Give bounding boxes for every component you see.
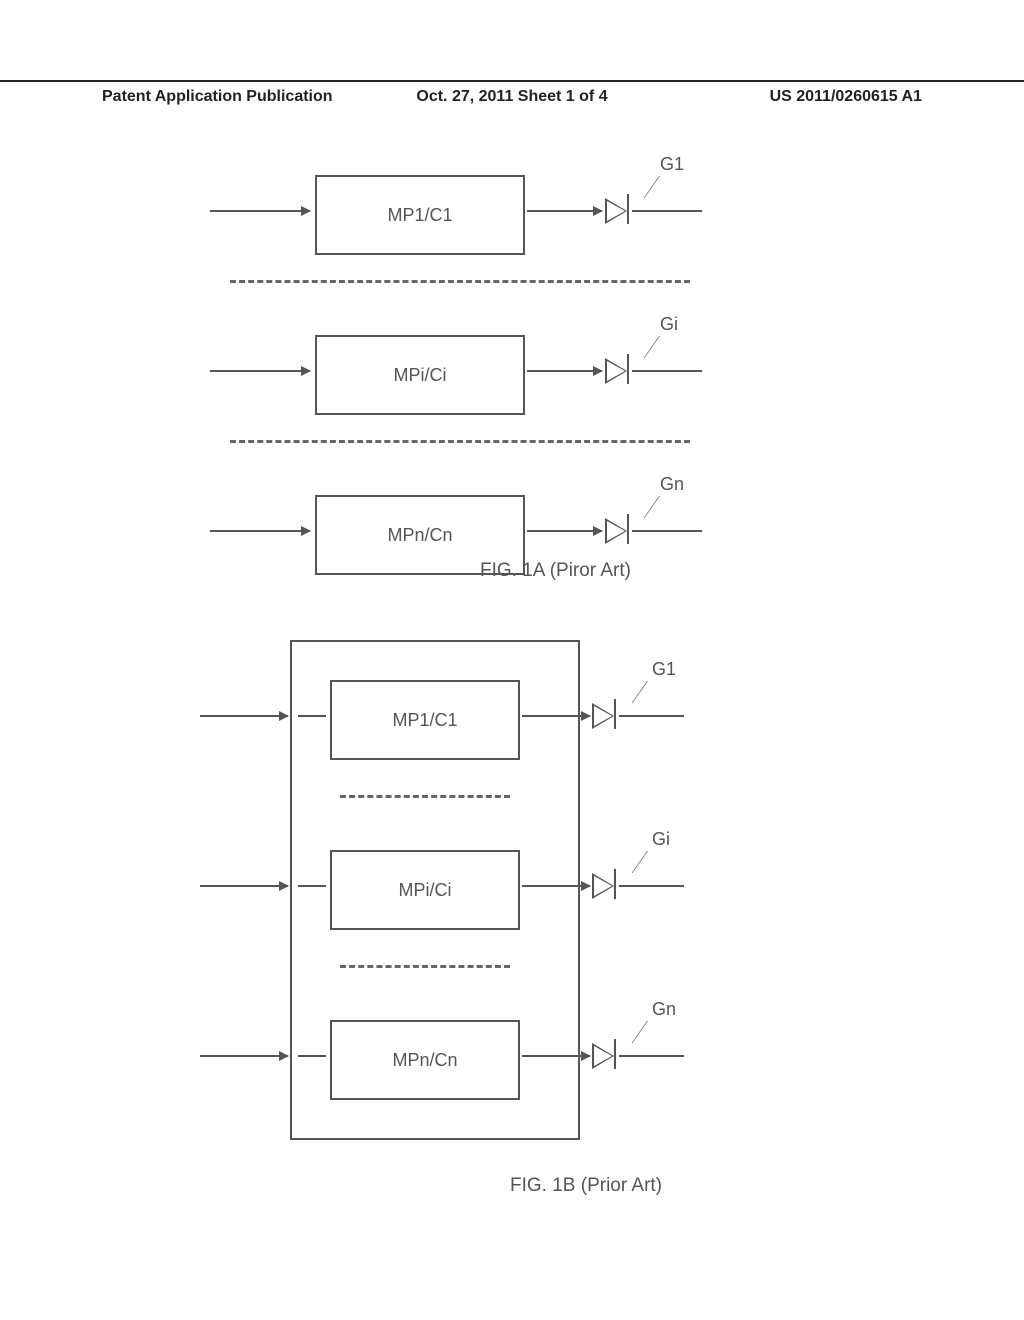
wire-icon xyxy=(619,1055,684,1057)
wire-icon xyxy=(619,885,684,887)
arrow-in-icon xyxy=(200,715,288,717)
arrow-out-icon xyxy=(522,715,590,717)
wire-icon xyxy=(632,530,702,532)
led-icon xyxy=(592,1041,622,1071)
led-icon xyxy=(592,701,622,731)
figure-1b-caption: FIG. 1B (Prior Art) xyxy=(510,1175,662,1197)
page: Patent Application Publication Oct. 27, … xyxy=(0,0,1024,1320)
led-icon xyxy=(605,356,635,386)
block-box: MPi/Ci xyxy=(315,335,525,415)
figure-1a-caption: FIG. 1A (Piror Art) xyxy=(480,560,631,582)
block-box: MPn/Cn xyxy=(330,1020,520,1100)
wire-icon xyxy=(632,210,702,212)
callout-line-icon xyxy=(615,336,660,358)
led-icon xyxy=(592,871,622,901)
fig1b-row-1: MP1/C1 G1 xyxy=(200,665,820,775)
header-left: Patent Application Publication xyxy=(102,88,375,106)
wire-icon xyxy=(632,370,702,372)
block-box: MP1/C1 xyxy=(330,680,520,760)
fig1b-row-n: MPn/Cn Gn xyxy=(200,1005,820,1115)
header-mid: Oct. 27, 2011 Sheet 1 of 4 xyxy=(375,88,648,106)
callout-line-icon xyxy=(603,681,648,703)
wire-icon xyxy=(619,715,684,717)
callout-line-icon xyxy=(615,176,660,198)
led-label: Gn xyxy=(652,999,676,1020)
led-label: G1 xyxy=(652,659,676,680)
callout-line-icon xyxy=(603,1021,648,1043)
dashed-separator-icon xyxy=(230,440,690,443)
arrow-out-icon xyxy=(527,530,602,532)
led-icon xyxy=(605,516,635,546)
led-label: Gn xyxy=(660,474,684,495)
page-header: Patent Application Publication Oct. 27, … xyxy=(0,80,1024,106)
arrow-in-icon xyxy=(200,885,288,887)
figure-1b: MP1/C1 G1 MPi/Ci Gi MPn/Cn Gn xyxy=(200,640,820,1200)
block-box: MP1/C1 xyxy=(315,175,525,255)
led-icon xyxy=(605,196,635,226)
arrow-in-icon xyxy=(210,210,310,212)
led-label: Gi xyxy=(652,829,670,850)
dashed-separator-icon xyxy=(340,795,510,798)
dashed-separator-icon xyxy=(230,280,690,283)
fig1a-row-i: MPi/Ci Gi xyxy=(200,320,820,430)
block-box: MPi/Ci xyxy=(330,850,520,930)
arrow-in-icon xyxy=(210,370,310,372)
arrow-out-icon xyxy=(527,370,602,372)
arrow-out-icon xyxy=(522,1055,590,1057)
arrow-out-icon xyxy=(527,210,602,212)
arrow-in-icon xyxy=(210,530,310,532)
header-right: US 2011/0260615 A1 xyxy=(649,88,922,106)
fig1a-row-1: MP1/C1 G1 xyxy=(200,160,820,270)
arrow-out-icon xyxy=(522,885,590,887)
led-label: Gi xyxy=(660,314,678,335)
arrow-in-icon xyxy=(200,1055,288,1057)
figure-1a: MP1/C1 G1 MPi/Ci Gi MPn/Cn Gn xyxy=(200,150,820,580)
led-label: G1 xyxy=(660,154,684,175)
dashed-separator-icon xyxy=(340,965,510,968)
callout-line-icon xyxy=(615,496,660,518)
callout-line-icon xyxy=(603,851,648,873)
fig1b-row-i: MPi/Ci Gi xyxy=(200,835,820,945)
